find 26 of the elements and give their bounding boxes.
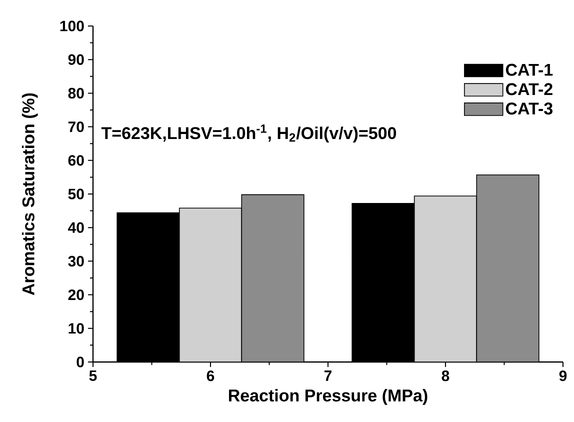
y-tick-label: 100 xyxy=(60,20,84,32)
legend-label: CAT-3 xyxy=(506,102,552,115)
y-tick-label: 80 xyxy=(68,88,84,98)
x-tick-label: 7 xyxy=(324,370,332,381)
y-tick-label: 60 xyxy=(68,155,84,166)
legend-label: CAT-1 xyxy=(506,64,553,76)
legend-label: CAT-2 xyxy=(506,83,552,96)
bar xyxy=(241,194,304,362)
x-axis-title: Reaction Pressure (MPa) xyxy=(229,389,428,405)
bar xyxy=(414,196,478,362)
y-tick-label: 10 xyxy=(68,323,84,334)
y-tick-label: 0 xyxy=(76,356,84,368)
y-tick-label: 90 xyxy=(68,54,84,65)
bar xyxy=(476,174,540,362)
x-tick-label: 8 xyxy=(442,370,450,382)
y-tick-label: 30 xyxy=(68,256,84,267)
x-tick-label: 5 xyxy=(89,370,97,381)
y-tick-label: 50 xyxy=(68,188,84,200)
bar xyxy=(178,208,242,362)
y-tick-label: 40 xyxy=(68,222,84,233)
y-tick-label: 70 xyxy=(68,121,84,132)
y-tick-label: 20 xyxy=(68,289,84,300)
x-tick-label: 6 xyxy=(206,370,214,382)
y-axis-title: Aromatics Saturation (%) xyxy=(22,93,38,296)
annotation: T=623K,LHSV=1.0h$^{-1}$, H$_{2}$/Oil(v/v)=500 xyxy=(101,124,396,143)
x-tick-label: 9 xyxy=(559,370,567,382)
